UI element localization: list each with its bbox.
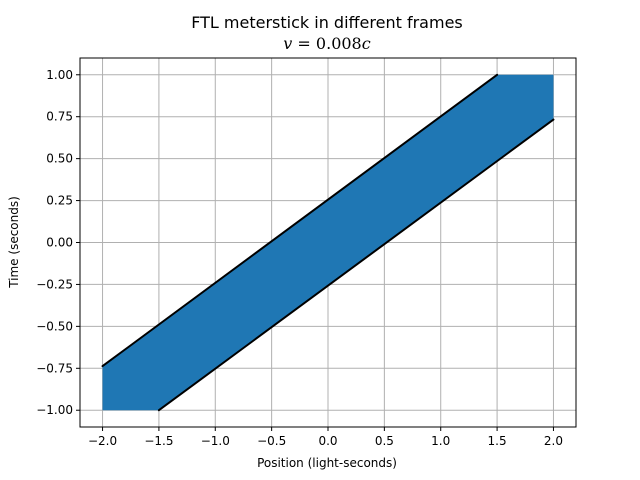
y-tick-label: −0.75: [36, 361, 73, 375]
y-tick-label: 1.00: [46, 68, 73, 82]
x-axis-ticks: −2.0 −1.5 −1.0 −0.5 0.0 0.5 1.0 1.5 2.0: [88, 427, 563, 448]
upper-boundary-line: [101, 73, 499, 368]
y-tick-label: 0.00: [46, 236, 73, 250]
x-tick-label: −2.0: [88, 434, 117, 448]
x-tick-label: 1.5: [488, 434, 507, 448]
subtitle-var: v: [283, 34, 292, 53]
x-tick-label: 1.0: [431, 434, 450, 448]
y-tick-label: 0.50: [46, 152, 73, 166]
meterstick-fill: [102, 74, 554, 411]
y-tick-label: −1.00: [36, 403, 73, 417]
y-tick-label: −0.50: [36, 319, 73, 333]
chart-title: FTL meterstick in different frames: [191, 13, 463, 32]
chart-subtitle: v = 0.008c: [283, 34, 370, 53]
x-tick-label: 0.5: [375, 434, 394, 448]
y-tick-label: 0.75: [46, 110, 73, 124]
y-tick-label: −0.25: [36, 277, 73, 291]
subtitle-rest: = 0.008: [292, 34, 361, 53]
x-tick-label: −1.5: [144, 434, 173, 448]
chart-title-group: FTL meterstick in different frames v = 0…: [191, 13, 463, 53]
x-axis-label: Position (light-seconds): [257, 456, 397, 470]
plot-area: [101, 73, 555, 412]
y-tick-label: 0.25: [46, 194, 73, 208]
x-tick-label: 2.0: [544, 434, 563, 448]
lower-boundary-line: [157, 118, 555, 412]
x-tick-label: −0.5: [257, 434, 286, 448]
x-tick-label: −1.0: [201, 434, 230, 448]
x-tick-label: 0.0: [318, 434, 337, 448]
y-axis-label: Time (seconds): [7, 196, 21, 289]
subtitle-unit: c: [362, 34, 371, 53]
y-axis-ticks: −1.00 −0.75 −0.50 −0.25 0.00 0.25 0.50 0.75 1.00: [36, 68, 80, 417]
